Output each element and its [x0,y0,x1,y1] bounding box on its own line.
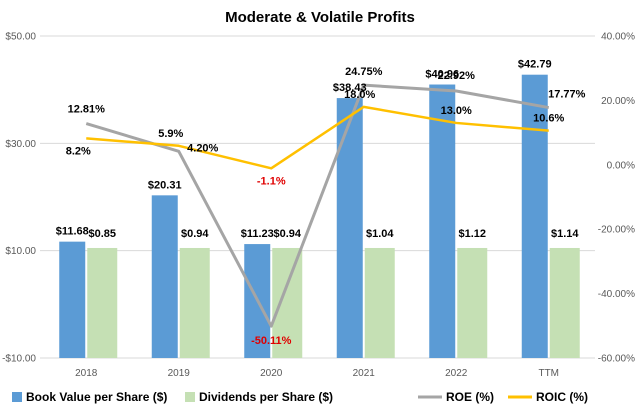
dividend-label: $0.94 [181,228,209,240]
dividend-label: $0.94 [273,228,301,240]
gridlines [40,35,595,359]
roe-label: 4.20% [187,142,218,154]
right-axis-tick-label: -20.00% [598,225,635,236]
legend-swatch [12,392,22,402]
roe-line [85,83,550,328]
book-value-bar [429,84,456,359]
roe-label: 17.77% [548,89,586,101]
left-axis-tick-label: $10.00 [5,246,36,257]
right-axis-tick-label: -40.00% [598,289,635,300]
roic-label: -1.1% [257,175,286,187]
roic-label: 13.0% [441,105,472,117]
roic-label: 10.6% [533,113,564,125]
roe-label: -50.11% [251,335,292,347]
legend-label: ROIC (%) [536,390,588,404]
legend-label: Dividends per Share ($) [199,390,333,404]
book-value-label: $11.23 [241,228,274,240]
legend-label: Book Value per Share ($) [26,390,167,404]
x-axis-tick-label: 2019 [168,368,191,379]
roic-label: 5.9% [158,128,183,140]
book-value-label: $38.43 [333,82,367,94]
roe-label: 24.75% [345,66,383,78]
left-axis-tick-label: -$10.00 [2,354,36,365]
book-value-bar [521,74,548,358]
roic-line [86,105,549,170]
legend-roe: ROE (%) [418,390,494,404]
roic-label: 8.2% [66,145,91,157]
legend: Book Value per Share ($) Dividends per Sh… [12,390,588,404]
legend-swatch [185,392,195,402]
bars [59,74,580,359]
book-value-bar [336,98,363,358]
right-axis-tick-label: 20.00% [601,96,635,107]
left-axis-tick-label: $50.00 [5,32,36,43]
book-value-label: $20.31 [148,179,182,191]
axes: -$10.00 $10.00 $30.00 $50.00 -60.00% -40.00% -… [2,32,635,380]
right-axis-tick-label: 40.00% [601,32,635,43]
dividend-bar [272,247,303,358]
dividend-bar [179,247,210,358]
x-axis-tick-label: 2018 [75,368,98,379]
book-value-bar [59,241,86,358]
dividend-label: $1.14 [551,228,579,240]
dividend-label: $0.85 [88,228,116,240]
right-axis-tick-label: -60.00% [598,354,635,365]
roic-label: 18.0% [344,89,375,101]
book-value-label: $40.96 [425,69,459,81]
dividend-bar [364,247,395,358]
right-axis-tick-label: 0.00% [607,160,635,171]
legend-book-value: Book Value per Share ($) [12,390,167,404]
x-axis-tick-label: 2022 [445,368,468,379]
lines [85,83,550,328]
dividend-bar [549,247,580,358]
dividend-label: $1.04 [366,228,394,240]
book-value-label: $42.79 [518,59,552,71]
dividend-bar [87,247,118,358]
dividend-label: $1.12 [458,228,486,240]
chart-title: Moderate & Volatile Profits [225,9,415,26]
dividend-bar [457,247,488,358]
book-value-label: $11.68 [56,226,89,238]
left-axis-tick-label: $30.00 [5,139,36,150]
roe-label: 22.92% [438,70,476,82]
legend-dividends: Dividends per Share ($) [185,390,333,404]
x-axis-tick-label: TTM [538,368,559,379]
legend-label: ROE (%) [446,390,494,404]
data-labels: $11.68 $0.85$20.31$0.94 $11.23 $0.94$38.43$… [56,59,586,347]
book-value-bar [151,195,178,358]
x-axis-tick-label: 2021 [353,368,376,379]
x-axis-tick-label: 2020 [260,368,283,379]
roe-label: 12.81% [68,104,106,116]
legend-roic: ROIC (%) [508,390,588,404]
